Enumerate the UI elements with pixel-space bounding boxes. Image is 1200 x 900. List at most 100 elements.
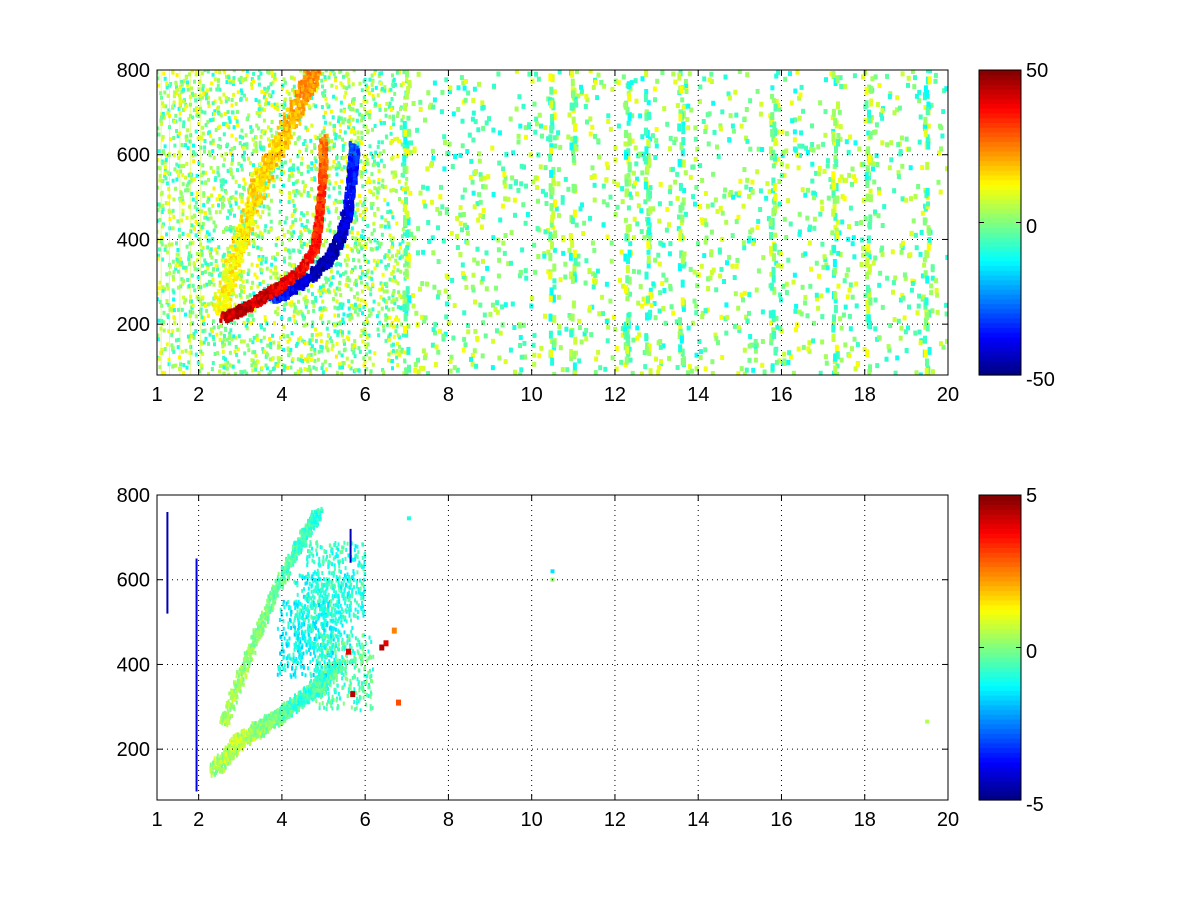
heatmap-cell: [866, 305, 871, 314]
heatmap-cell: [179, 256, 182, 261]
heatmap-cell: [680, 297, 685, 306]
heatmap-cell: [313, 134, 317, 139]
heatmap-cell: [861, 245, 866, 251]
heatmap-cell: [382, 328, 386, 333]
heatmap-cell: [373, 159, 376, 164]
heatmap-cell: [337, 306, 341, 310]
heatmap-cell: [320, 105, 324, 109]
heatmap-cell: [497, 355, 502, 361]
heatmap-cell: [341, 148, 345, 152]
heatmap-cell: [208, 332, 212, 337]
heatmap-cell: [628, 241, 633, 247]
heatmap-cell: [232, 70, 236, 73]
heatmap-cell: [382, 164, 386, 169]
heatmap-cell: [938, 189, 943, 195]
heatmap-cell: [367, 236, 370, 241]
heatmap-cell: [406, 253, 411, 262]
heatmap-cell: [163, 90, 167, 95]
heatmap-cell: [366, 130, 369, 135]
heatmap-cell: [837, 177, 842, 183]
heatmap-cell: [270, 103, 274, 107]
heatmap-cell: [287, 200, 291, 205]
heatmap-cell: [643, 364, 648, 370]
heatmap-cell: [747, 343, 752, 349]
heatmap-cell: [926, 242, 931, 251]
heatmap-cell: [765, 181, 770, 187]
heatmap-cell: [321, 91, 325, 96]
heatmap-cell: [371, 202, 375, 206]
heatmap-cell: [401, 187, 405, 192]
heatmap-cell: [834, 159, 839, 168]
heatmap-cell: [266, 343, 270, 348]
heatmap-cell: [297, 372, 301, 375]
heatmap-cell: [649, 302, 654, 308]
heatmap-cell: [646, 139, 651, 148]
heatmap-cell: [742, 347, 747, 353]
heatmap-cell: [291, 167, 295, 172]
heatmap-cell: [254, 361, 258, 365]
heatmap-cell: [754, 287, 759, 293]
heatmap-cell: [542, 253, 547, 259]
heatmap-cell: [854, 303, 859, 309]
heatmap-cell: [887, 165, 892, 171]
heatmap-cell: [177, 156, 181, 160]
heatmap-cell: [724, 219, 729, 225]
heatmap-cell: [929, 283, 934, 289]
heatmap-cell: [267, 229, 271, 234]
heatmap-cell: [184, 268, 188, 273]
heatmap-cell: [446, 294, 451, 300]
heatmap-cell: [487, 116, 491, 122]
heatmap-cell: [534, 116, 539, 122]
heatmap-cell: [250, 85, 254, 90]
heatmap-cell: [317, 332, 321, 337]
heatmap-cell: [861, 74, 865, 80]
heatmap-cell: [239, 88, 243, 93]
heatmap-cell: [310, 161, 314, 166]
heatmap-cell: [172, 363, 176, 368]
heatmap-cell: [384, 313, 388, 318]
heatmap-cell: [524, 134, 528, 140]
heatmap-cell: [230, 103, 234, 108]
heatmap-cell: [352, 129, 356, 134]
heatmap-cell: [780, 152, 785, 158]
heatmap-cell: [166, 250, 170, 255]
heatmap-cell: [466, 90, 471, 96]
heatmap-cell: [404, 197, 408, 206]
heatmap-cell: [667, 146, 672, 152]
heatmap-cell: [625, 106, 630, 115]
heatmap-cell: [219, 113, 223, 118]
heatmap-cell: [335, 370, 339, 375]
heatmap-cell: [712, 129, 717, 135]
heatmap-cell: [677, 263, 682, 272]
heatmap-cell: [255, 197, 258, 202]
heatmap-cell: [311, 229, 315, 234]
heatmap-cell: [382, 324, 385, 329]
heatmap-cell: [317, 349, 321, 354]
heatmap-cell: [394, 279, 398, 284]
heatmap-cell: [268, 336, 272, 341]
heatmap-cell: [310, 283, 313, 288]
heatmap-cell: [720, 210, 725, 216]
heatmap-cell: [865, 349, 870, 358]
heatmap-cell: [347, 80, 351, 85]
heatmap-cell: [220, 292, 224, 297]
heatmap-cell: [176, 248, 180, 252]
heatmap-cell: [329, 109, 333, 114]
heatmap-cell: [228, 350, 232, 355]
heatmap-cell: [201, 170, 205, 175]
heatmap-cell: [788, 221, 793, 227]
heatmap-cell: [353, 282, 357, 286]
heatmap-cell: [441, 333, 446, 339]
heatmap-cell: [171, 274, 175, 279]
heatmap-cell: [508, 347, 513, 353]
heatmap-cell: [297, 169, 301, 174]
heatmap-cell: [771, 309, 776, 318]
heatmap-cell: [216, 105, 220, 110]
heatmap-cell: [430, 199, 434, 205]
heatmap-cell: [506, 196, 511, 202]
heatmap-cell: [181, 182, 185, 187]
heatmap-cell: [312, 65, 315, 69]
heatmap-cell: [206, 199, 210, 204]
heatmap-cell: [878, 270, 883, 276]
heatmap-cell: [524, 183, 528, 189]
